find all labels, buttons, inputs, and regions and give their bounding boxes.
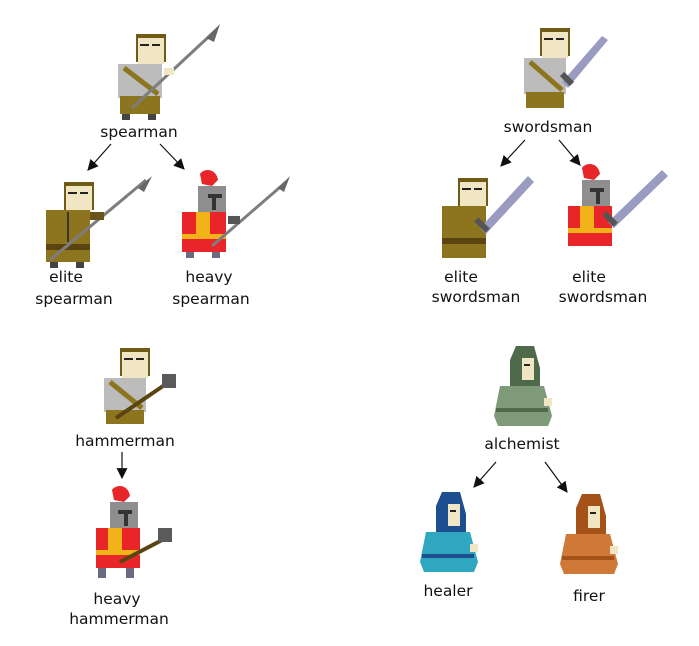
swordsman-tree: swordsman elite swordsman elite s bbox=[432, 28, 668, 306]
knight-swordsman-label-line2: swordsman bbox=[559, 288, 648, 306]
alchemist-label: alchemist bbox=[484, 435, 559, 453]
elite-spearman-figure bbox=[46, 176, 152, 268]
hammerman-figure bbox=[104, 348, 176, 424]
swordsman-figure bbox=[524, 28, 608, 108]
heavy-spearman-label-line2: spearman bbox=[172, 290, 249, 308]
arrow-spearman-to-elite bbox=[87, 143, 112, 171]
arrow-spearman-to-heavy bbox=[159, 143, 185, 170]
heavy-hammerman-figure bbox=[96, 486, 172, 578]
healer-label: healer bbox=[423, 582, 473, 600]
spearman-figure bbox=[118, 24, 220, 120]
heavy-spearman-label-line1: heavy bbox=[185, 268, 232, 286]
hammerman-label: hammerman bbox=[75, 432, 175, 450]
swordsman-label: swordsman bbox=[504, 118, 593, 136]
heavy-hammerman-label-line1: heavy bbox=[93, 590, 140, 608]
elite-swordsman-label-line1: elite bbox=[444, 268, 478, 286]
healer-figure bbox=[420, 492, 478, 572]
elite-swordsman-label-line2: swordsman bbox=[432, 288, 521, 306]
knight-swordsman-label-line1: elite bbox=[572, 268, 606, 286]
firer-figure bbox=[560, 494, 618, 574]
arrow-alchemist-to-healer bbox=[473, 461, 497, 488]
heavy-hammerman-label-line2: hammerman bbox=[69, 610, 169, 628]
spearman-label: spearman bbox=[100, 123, 177, 141]
arrow-swordsman-to-heavy bbox=[558, 139, 581, 166]
hammerman-tree: hammerman heavy hammerman bbox=[69, 348, 176, 628]
arrow-alchemist-to-firer bbox=[544, 461, 568, 493]
spearman-tree: spearman elite spearman bbox=[35, 24, 290, 308]
arrow-swordsman-to-elite bbox=[500, 139, 526, 167]
knight-swordsman-figure bbox=[568, 164, 668, 246]
alchemist-figure bbox=[494, 346, 552, 426]
elite-swordsman-figure bbox=[442, 176, 534, 258]
elite-spearman-label-line2: spearman bbox=[35, 290, 112, 308]
elite-spearman-label-line1: elite bbox=[49, 268, 83, 286]
alchemist-tree: alchemist healer firer bbox=[420, 346, 618, 605]
firer-label: firer bbox=[573, 587, 605, 605]
heavy-spearman-figure bbox=[182, 170, 290, 258]
